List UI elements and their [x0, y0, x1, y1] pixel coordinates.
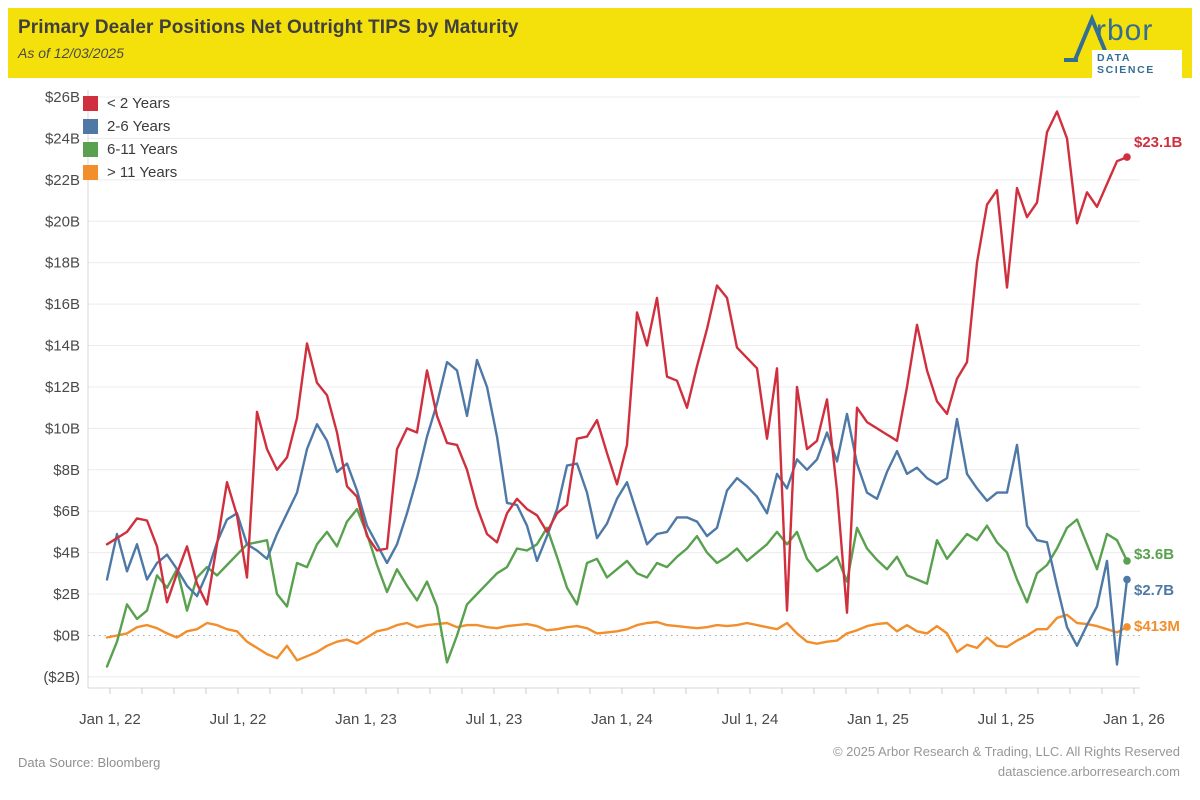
- end-label-lt2y: $23.1B: [1134, 134, 1183, 152]
- y-axis-label: $26B: [45, 89, 80, 106]
- brand-tagline: DATA SCIENCE: [1092, 50, 1182, 78]
- legend-item-label: 6-11 Years: [107, 141, 178, 158]
- y-axis-label: $4B: [53, 545, 80, 562]
- x-axis-label: Jan 1, 25: [847, 711, 909, 728]
- legend-item-label: 2-6 Years: [107, 118, 171, 135]
- x-axis-label: Jan 1, 26: [1103, 711, 1165, 728]
- end-label-gt11y: $413M: [1134, 617, 1180, 635]
- series-end-dot: [1123, 623, 1131, 631]
- y-axis-label: $24B: [45, 130, 80, 147]
- legend-swatch-icon: [83, 96, 98, 111]
- legend-swatch-icon: [83, 165, 98, 180]
- mountain-peak-icon: [1064, 13, 1108, 62]
- y-axis-label: $10B: [45, 420, 80, 437]
- legend-item[interactable]: > 11 Years: [83, 161, 178, 184]
- as-of-date: As of 12/03/2025: [18, 45, 124, 61]
- header-banner: Primary Dealer Positions Net Outright TI…: [8, 8, 1192, 78]
- legend-item[interactable]: 2-6 Years: [83, 115, 178, 138]
- data-source: Data Source: Bloomberg: [18, 755, 161, 770]
- series-line-2-6-years[interactable]: [105, 358, 1129, 666]
- series-end-dot: [1123, 557, 1131, 565]
- series-line--2-years[interactable]: [105, 110, 1129, 614]
- x-axis-label: Jul 1, 22: [210, 711, 267, 728]
- series-line--11-years[interactable]: [105, 613, 1129, 662]
- copyright-block: © 2025 Arbor Research & Trading, LLC. Al…: [833, 742, 1180, 782]
- legend-item-label: < 2 Years: [107, 95, 170, 112]
- website-link[interactable]: datascience.arborresearch.com: [997, 764, 1180, 779]
- x-axis-label: Jul 1, 25: [978, 711, 1035, 728]
- end-label-6to11y: $3.6B: [1134, 545, 1175, 563]
- y-axis-label: $12B: [45, 379, 80, 396]
- legend-item-label: > 11 Years: [107, 164, 178, 181]
- legend: < 2 Years 2-6 Years 6-11 Years > 11 Years: [83, 92, 178, 184]
- x-axis-label: Jan 1, 22: [79, 711, 141, 728]
- y-axis-label: $8B: [53, 462, 80, 479]
- end-label-2to6y: $2.7B: [1134, 581, 1175, 599]
- legend-item[interactable]: 6-11 Years: [83, 138, 178, 161]
- y-axis-label: $14B: [45, 338, 80, 355]
- y-axis-label: $18B: [45, 255, 80, 272]
- legend-item[interactable]: < 2 Years: [83, 92, 178, 115]
- y-axis-label: ($2B): [43, 669, 80, 686]
- legend-swatch-icon: [83, 119, 98, 134]
- y-axis-label: $20B: [45, 213, 80, 230]
- series-line-6-11-years[interactable]: [105, 507, 1129, 668]
- series-end-dot: [1123, 575, 1131, 584]
- y-axis-label: $6B: [53, 503, 80, 520]
- copyright-line: © 2025 Arbor Research & Trading, LLC. Al…: [832, 744, 1180, 759]
- page-title: Primary Dealer Positions Net Outright TI…: [18, 17, 519, 38]
- y-axis-label: $0B: [53, 627, 80, 644]
- legend-swatch-icon: [83, 142, 98, 157]
- arbor-logo: rbor DATA SCIENCE: [1062, 13, 1182, 78]
- y-axis-label: $22B: [45, 172, 80, 189]
- x-axis-label: Jan 1, 24: [591, 711, 653, 728]
- x-axis-label: Jul 1, 23: [466, 711, 523, 728]
- x-axis-label: Jan 1, 23: [335, 711, 397, 728]
- y-axis-label: $16B: [45, 296, 80, 313]
- y-axis-label: $2B: [53, 586, 80, 603]
- brand-name: rbor: [1096, 14, 1154, 47]
- x-axis-label: Jul 1, 24: [722, 711, 779, 728]
- series-end-dot: [1123, 153, 1131, 161]
